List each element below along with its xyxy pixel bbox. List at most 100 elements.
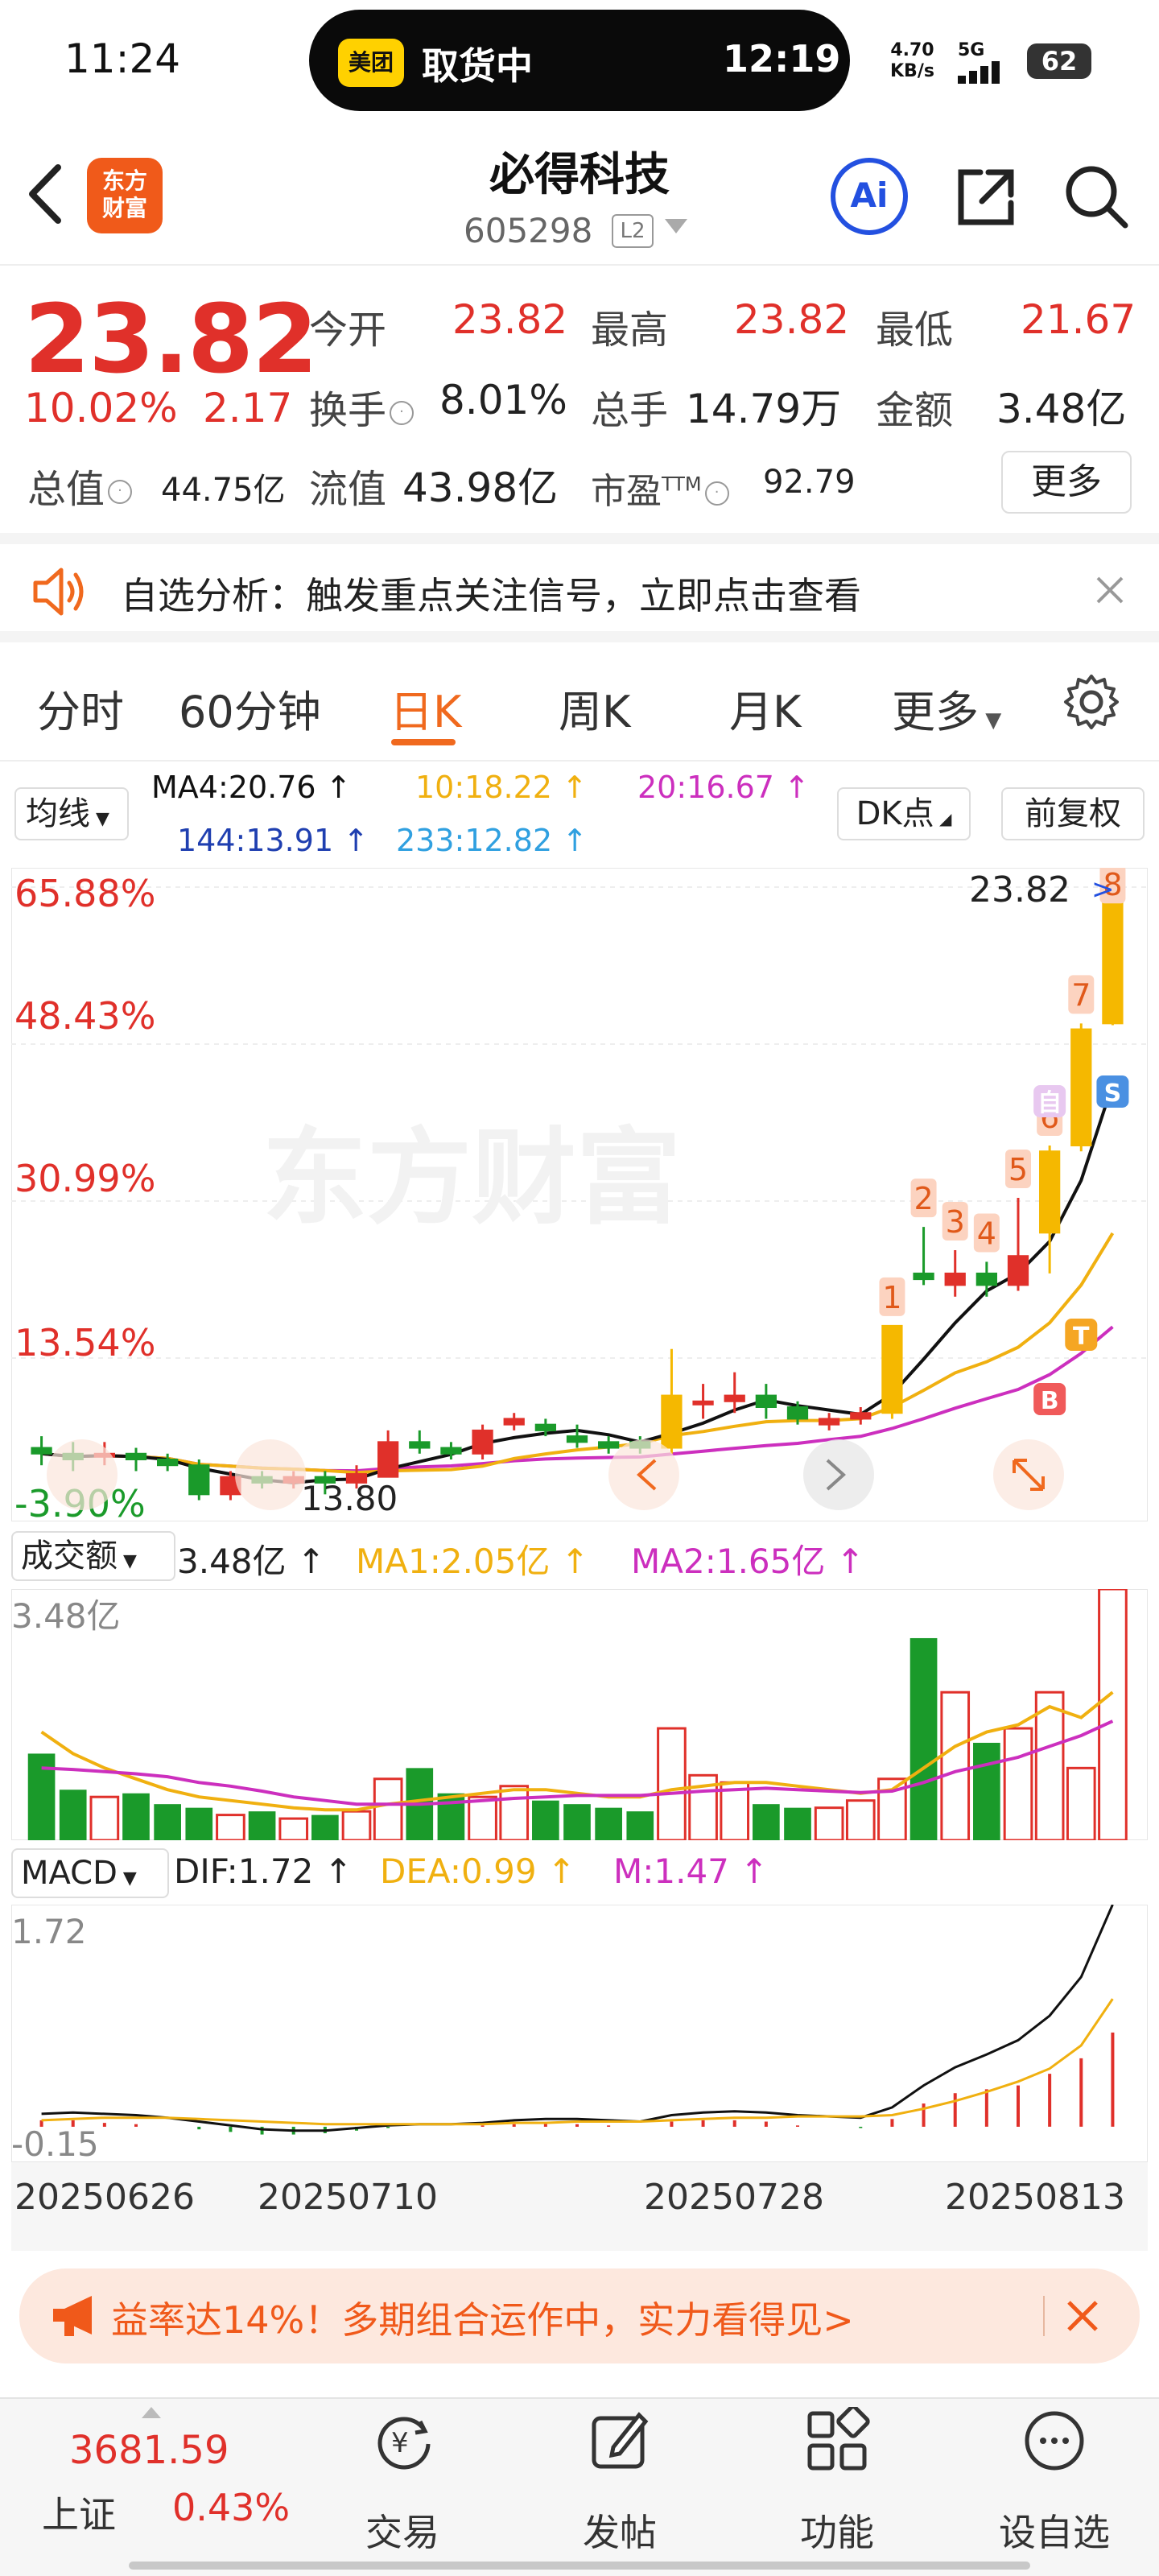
promo-text[interactable]: 益率达14%！多期组合运作中，实力看得见> (111, 2298, 854, 2342)
logo-text-1: 东方 (101, 167, 147, 194)
battery-icon: 62 (1027, 43, 1091, 79)
close-icon[interactable] (1062, 2296, 1103, 2336)
pct-label: 48.43% (14, 994, 155, 1038)
dk-point-button[interactable]: DK点 ◢ (837, 787, 971, 840)
candle-body (598, 1441, 620, 1449)
chevron-left-icon (637, 1459, 657, 1491)
open-label: 今开 (309, 308, 387, 353)
ma233-value: 233:12.82 ↑ (396, 823, 588, 858)
ai-assistant-button[interactable]: Ai (831, 158, 908, 235)
caret-up-icon[interactable] (142, 2407, 161, 2418)
nav-functions-label: 功能 (800, 2511, 874, 2554)
macd-chart[interactable]: 1.72 -0.15 (11, 1905, 1148, 2162)
mktcap-label-text: 总值 (27, 467, 105, 512)
nav-trade-label: 交易 (365, 2511, 439, 2554)
candle-body (1039, 1150, 1061, 1234)
level2-badge[interactable]: L2 (612, 214, 654, 248)
candle-body (125, 1452, 147, 1460)
tab-intraday[interactable]: 分时 (37, 687, 124, 737)
scroll-left-button[interactable] (47, 1439, 118, 1510)
zoom-out-button[interactable] (235, 1439, 306, 1510)
macd-indicator-select[interactable]: MACD ▼ (11, 1848, 169, 1898)
signal-icon (958, 61, 1000, 84)
eastmoney-logo[interactable]: 东方 财富 (87, 158, 163, 233)
tab-month-k[interactable]: 月K (729, 687, 802, 737)
pe-label: 市盈TTM · (591, 462, 732, 514)
search-icon[interactable] (1058, 158, 1135, 235)
candle-body (850, 1412, 872, 1420)
macd-lines (41, 1905, 1114, 2132)
close-icon[interactable] (1090, 570, 1130, 610)
watermark: 东方财富 (262, 1117, 681, 1239)
float-label: 流值 (309, 467, 387, 512)
chevron-right-icon (826, 1459, 846, 1491)
volume-bar (720, 1781, 750, 1840)
signal-badge-label: 2 (914, 1181, 933, 1216)
price-adjust-button[interactable]: 前复权 (1001, 787, 1145, 840)
amount-value: 3.48亿 (996, 386, 1127, 432)
signal-badge-label: 3 (946, 1204, 965, 1240)
ma-select[interactable]: 均线 ▼ (14, 787, 129, 840)
promo-banner[interactable] (19, 2268, 1140, 2363)
pct-label: 65.88% (14, 872, 155, 915)
candle-body (157, 1459, 179, 1467)
gear-icon[interactable] (1061, 671, 1122, 733)
tab-more[interactable]: 更多 ▼ (892, 676, 1001, 740)
tab-day-k[interactable]: 日K (390, 687, 462, 737)
chevron-down-icon[interactable] (665, 219, 687, 233)
low-marker: 13.80 (301, 1479, 398, 1518)
index-name[interactable]: 上证 (42, 2493, 116, 2537)
macd-select-label: MACD (21, 1855, 118, 1892)
tab-60min[interactable]: 60分钟 (179, 687, 321, 737)
volume-indicator-select[interactable]: 成交额 ▼ (11, 1531, 175, 1581)
ma20-text: 20:16.67 (637, 770, 774, 805)
share-icon[interactable] (948, 158, 1025, 235)
signal-badge (942, 1202, 968, 1241)
status-bar: 11:24 美团 取货中 12:19 4.70 KB/s 5G 62 (0, 0, 1159, 121)
more-quote-button[interactable]: 更多 (1001, 451, 1132, 514)
kline-chart[interactable]: 东方财富 12345678BTS自 65.88% 48.43% 30.99% 1… (11, 868, 1148, 1521)
candle-body (503, 1418, 525, 1426)
volume-value-text: 3.48亿 (177, 1542, 287, 1581)
volume-ma-lines (40, 1690, 1114, 1812)
info-icon[interactable]: · (704, 481, 729, 506)
volume-chart[interactable]: 3.48亿 (11, 1589, 1148, 1840)
candle-body (755, 1394, 777, 1408)
tab-week-k[interactable]: 周K (559, 687, 631, 737)
info-icon[interactable]: · (390, 401, 415, 425)
macd-dea-text: DEA:0.99 (380, 1852, 537, 1891)
back-button[interactable] (23, 158, 71, 230)
volume-bar (89, 1795, 120, 1840)
signal-badge (1068, 975, 1095, 1014)
prev-button[interactable] (608, 1439, 679, 1510)
volume-bar (278, 1817, 309, 1840)
volume-value: 3.48亿 ↑ (177, 1542, 326, 1581)
volume-bars (27, 1589, 1128, 1840)
volume-bar (909, 1637, 938, 1840)
caret-down-icon: ▼ (979, 708, 1002, 733)
logo-text-2: 财富 (101, 195, 147, 221)
index-value[interactable]: 3681.59 (69, 2428, 229, 2473)
open-value: 23.82 (452, 296, 568, 343)
date-label: 20250626 (14, 2177, 195, 2218)
volume-bar (216, 1814, 245, 1840)
volume-bar (845, 1799, 876, 1840)
active-tab-indicator (391, 739, 456, 745)
index-change[interactable]: 0.43% (172, 2486, 291, 2529)
stock-name: 必得科技 (489, 149, 670, 201)
macd-dif-line (41, 1905, 1114, 2132)
signal-badge (879, 1277, 905, 1316)
volume-bar (563, 1804, 591, 1840)
notice-text[interactable]: 自选分析：触发重点关注信号，立即点击查看 (121, 574, 861, 617)
signal-badge-label: 4 (977, 1216, 996, 1251)
volume-ma2: MA2:1.65亿 ↑ (631, 1542, 864, 1581)
candle-body (724, 1394, 745, 1402)
stock-code[interactable]: 605298 (464, 211, 593, 250)
info-icon[interactable]: · (108, 480, 133, 504)
candle-body (31, 1447, 52, 1455)
section-divider (0, 533, 1159, 544)
next-button[interactable] (803, 1439, 874, 1510)
candle-body (440, 1447, 462, 1455)
candle-body (1007, 1255, 1029, 1286)
signal-badge-label: 7 (1071, 977, 1091, 1013)
